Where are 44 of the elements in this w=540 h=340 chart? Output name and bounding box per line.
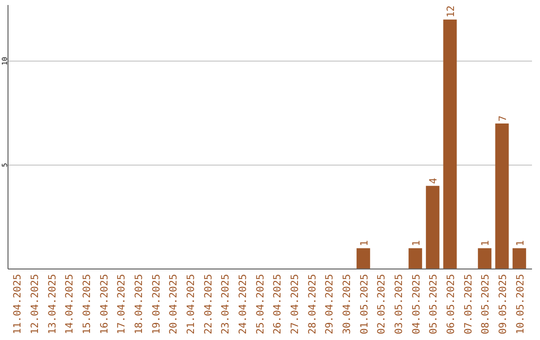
x-tick-label: 04.05.2025 xyxy=(411,274,422,334)
x-tick-label: 06.05.2025 xyxy=(446,274,457,334)
bar xyxy=(443,20,457,269)
x-tick-label: 24.04.2025 xyxy=(238,274,249,334)
x-tick-label: 13.04.2025 xyxy=(47,274,58,334)
data-label: 1 xyxy=(515,240,526,246)
bar xyxy=(356,248,370,269)
x-tick-label: 28.04.2025 xyxy=(307,274,318,334)
data-label: 7 xyxy=(498,115,509,122)
x-tick-label: 30.04.2025 xyxy=(342,274,353,334)
x-tick-label: 15.04.2025 xyxy=(82,274,93,334)
data-label: 4 xyxy=(428,178,440,184)
x-tick-label: 21.04.2025 xyxy=(186,274,197,334)
data-label: 12 xyxy=(446,6,457,18)
bar xyxy=(512,248,526,269)
bar xyxy=(408,248,422,269)
x-tick-label: 12.04.2025 xyxy=(30,274,41,334)
bar xyxy=(478,248,492,269)
x-tick-label: 02.05.2025 xyxy=(376,274,388,334)
x-tick-label: 19.04.2025 xyxy=(151,274,162,334)
x-tick-label: 14.04.2025 xyxy=(64,274,76,334)
x-tick-label: 26.04.2025 xyxy=(272,274,284,334)
x-tick-label: 10.05.2025 xyxy=(515,274,526,334)
x-tick-label: 07.05.2025 xyxy=(463,274,474,334)
x-tick-label: 16.04.2025 xyxy=(99,274,110,334)
x-tick-label: 27.04.2025 xyxy=(290,274,301,334)
data-label: 1 xyxy=(359,240,370,246)
x-tick-label: 11.04.2025 xyxy=(12,274,24,334)
x-tick-label: 29.04.2025 xyxy=(324,274,336,334)
x-tick-label: 25.04.2025 xyxy=(255,274,266,334)
x-tick-label: 03.05.2025 xyxy=(394,274,405,334)
x-tick-label: 20.04.2025 xyxy=(168,274,180,334)
x-tick-label: 17.04.2025 xyxy=(116,274,128,334)
x-tick-label: 05.05.2025 xyxy=(428,274,440,334)
data-label: 1 xyxy=(480,240,492,246)
bar xyxy=(495,123,509,269)
bar xyxy=(426,186,440,269)
data-label: 1 xyxy=(411,240,422,246)
x-tick-label: 08.05.2025 xyxy=(480,274,492,334)
x-tick-label: 23.04.2025 xyxy=(220,274,232,334)
x-tick-label: 18.04.2025 xyxy=(134,274,145,334)
x-tick-label: 01.05.2025 xyxy=(359,274,370,334)
x-tick-label: 09.05.2025 xyxy=(498,274,509,334)
x-tick-label: 22.04.2025 xyxy=(203,274,214,334)
